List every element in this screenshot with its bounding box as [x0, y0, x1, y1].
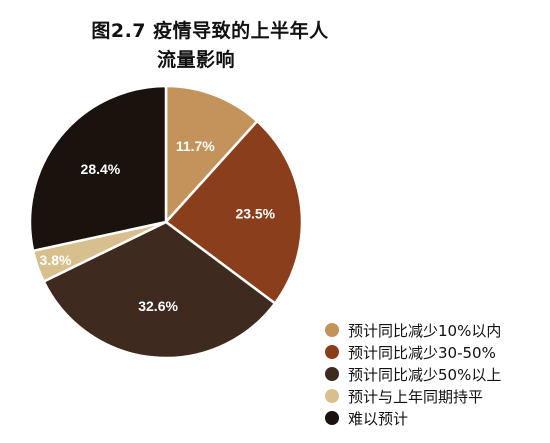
pie-label-reduce-30-50: 23.5% [235, 205, 275, 221]
pie-slice-reduce-over-50 [42, 220, 277, 360]
legend-item-reduce-under-10: 预计同比减少10%以内 [325, 319, 545, 341]
legend-swatch-unpredictable [325, 411, 339, 425]
pie-slice-reduce-30-50 [164, 119, 304, 305]
chart-title-line-2: 流量影响 [156, 49, 235, 71]
legend-item-reduce-30-50: 预计同比减少30-50% [325, 341, 545, 363]
legend-swatch-reduce-over-50 [325, 367, 339, 381]
pie-label-flat-yoy: 3.8% [40, 252, 72, 268]
pie-label-reduce-over-50: 32.6% [138, 298, 178, 314]
legend-item-reduce-over-50: 预计同比减少50%以上 [325, 363, 545, 385]
pie-slice-unpredictable [28, 84, 168, 253]
legend-swatch-reduce-under-10 [325, 323, 339, 337]
legend-swatch-flat-yoy [325, 389, 339, 403]
pie-label-reduce-under-10: 11.7% [176, 138, 215, 154]
legend-swatch-reduce-30-50 [325, 345, 339, 359]
legend-item-flat-yoy: 预计与上年同期持平 [325, 385, 545, 407]
legend-label-reduce-30-50: 预计同比减少30-50% [348, 343, 496, 362]
legend-label-reduce-over-50: 预计同比减少50%以上 [348, 365, 502, 384]
chart-legend: 预计同比减少10%以内 预计同比减少30-50% 预计同比减少50%以上 预计与上年同… [325, 319, 545, 429]
chart-title-line-1: 图2.7 疫情导致的上半年人 [91, 20, 329, 42]
legend-label-flat-yoy: 预计与上年同期持平 [348, 387, 484, 406]
pie-label-unpredictable: 28.4% [81, 161, 121, 177]
legend-item-unpredictable: 难以预计 [325, 407, 545, 429]
pie-slice-reduce-under-10 [164, 84, 259, 224]
legend-label-reduce-under-10: 预计同比减少10%以内 [348, 321, 502, 340]
legend-label-unpredictable: 难以预计 [348, 409, 409, 428]
